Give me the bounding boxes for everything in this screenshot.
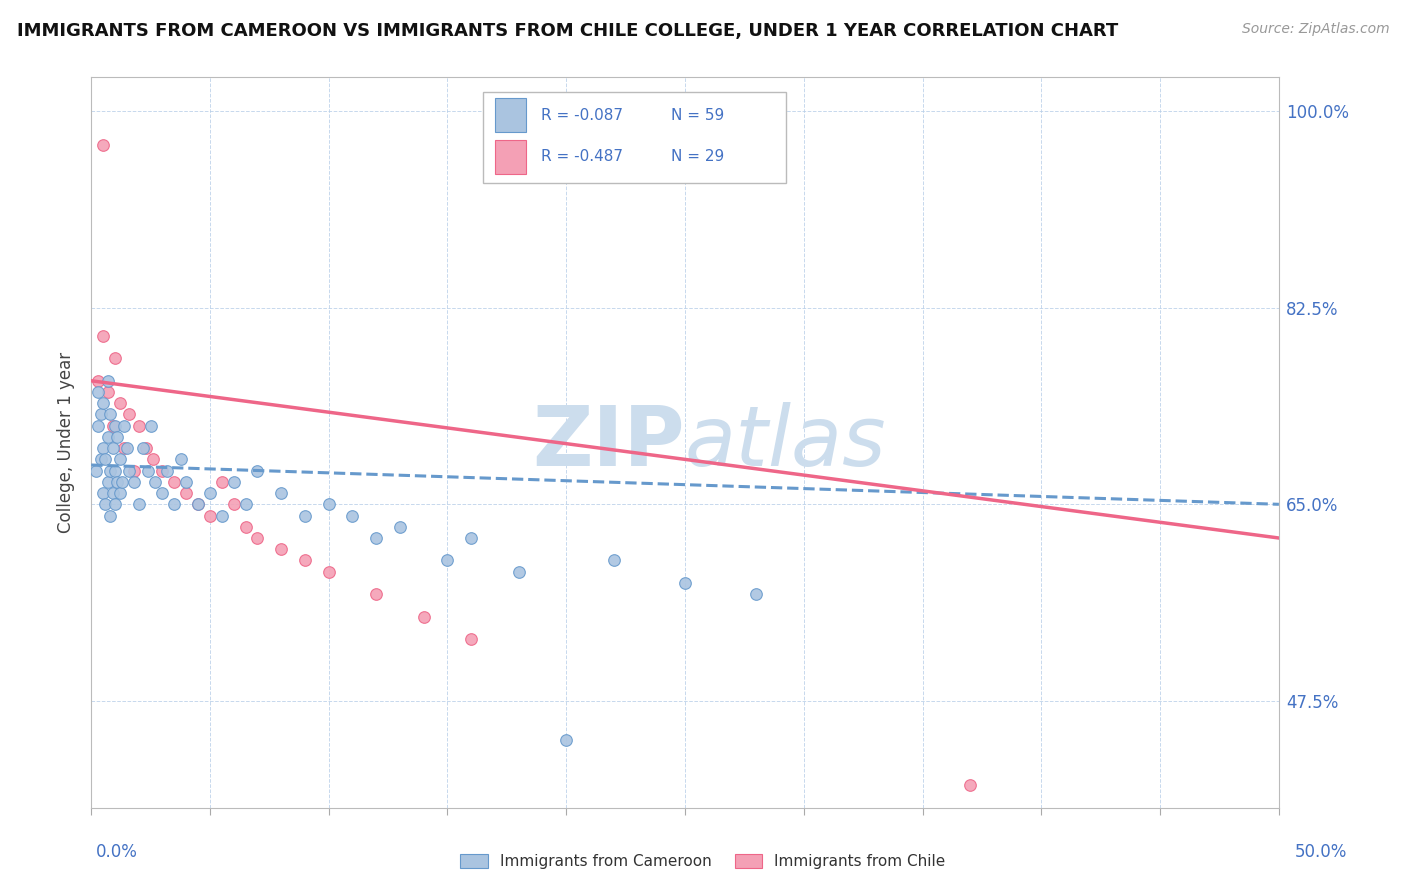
- Point: [104, 351, 127, 366]
- Point: [318, 565, 340, 579]
- Point: [342, 508, 364, 523]
- Text: 50.0%: 50.0%: [1295, 843, 1347, 861]
- Point: [91, 486, 114, 500]
- Legend: Immigrants from Cameroon, Immigrants from Chile: Immigrants from Cameroon, Immigrants fro…: [454, 847, 952, 875]
- Text: Source: ZipAtlas.com: Source: ZipAtlas.com: [1241, 22, 1389, 37]
- Point: [84, 464, 107, 478]
- Point: [388, 520, 411, 534]
- Point: [97, 430, 120, 444]
- Y-axis label: College, Under 1 year: College, Under 1 year: [58, 352, 75, 533]
- Point: [104, 497, 127, 511]
- Point: [270, 486, 292, 500]
- Point: [143, 475, 166, 489]
- Point: [108, 396, 131, 410]
- Point: [246, 464, 269, 478]
- Point: [104, 464, 127, 478]
- Point: [270, 542, 292, 557]
- Point: [745, 587, 768, 601]
- Point: [246, 531, 269, 545]
- Point: [163, 475, 186, 489]
- Point: [91, 396, 114, 410]
- Point: [91, 441, 114, 455]
- Point: [91, 328, 114, 343]
- Point: [139, 418, 162, 433]
- Point: [122, 475, 145, 489]
- Point: [101, 418, 124, 433]
- Point: [198, 486, 221, 500]
- Point: [87, 384, 110, 399]
- Point: [115, 441, 138, 455]
- Point: [318, 497, 340, 511]
- Point: [222, 497, 245, 511]
- Text: 0.0%: 0.0%: [96, 843, 138, 861]
- Point: [105, 475, 128, 489]
- Point: [90, 408, 112, 422]
- Point: [412, 609, 434, 624]
- Point: [366, 587, 388, 601]
- Point: [222, 475, 245, 489]
- Point: [111, 475, 134, 489]
- Point: [508, 565, 530, 579]
- Point: [101, 486, 124, 500]
- Point: [136, 464, 159, 478]
- Point: [366, 531, 388, 545]
- Text: IMMIGRANTS FROM CAMEROON VS IMMIGRANTS FROM CHILE COLLEGE, UNDER 1 YEAR CORRELAT: IMMIGRANTS FROM CAMEROON VS IMMIGRANTS F…: [17, 22, 1118, 40]
- Point: [90, 452, 112, 467]
- Point: [959, 778, 981, 792]
- Text: ZIP: ZIP: [533, 402, 685, 483]
- Point: [174, 475, 197, 489]
- Point: [122, 464, 145, 478]
- Point: [294, 508, 316, 523]
- Point: [135, 441, 157, 455]
- Point: [152, 486, 174, 500]
- Point: [460, 531, 482, 545]
- Point: [112, 418, 135, 433]
- Point: [87, 374, 110, 388]
- Point: [91, 137, 114, 152]
- Point: [555, 733, 578, 747]
- Point: [211, 475, 233, 489]
- Point: [673, 576, 696, 591]
- Point: [101, 441, 124, 455]
- Point: [198, 508, 221, 523]
- Point: [211, 508, 233, 523]
- Point: [170, 452, 193, 467]
- Point: [98, 508, 121, 523]
- Point: [105, 430, 128, 444]
- Point: [97, 475, 120, 489]
- Point: [603, 553, 626, 567]
- Text: atlas: atlas: [685, 402, 887, 483]
- Point: [128, 497, 150, 511]
- Point: [187, 497, 209, 511]
- Point: [108, 452, 131, 467]
- Point: [108, 486, 131, 500]
- Point: [156, 464, 179, 478]
- Point: [174, 486, 197, 500]
- Point: [118, 408, 141, 422]
- Point: [436, 553, 458, 567]
- Point: [163, 497, 186, 511]
- Point: [235, 520, 257, 534]
- Point: [97, 384, 120, 399]
- Point: [112, 441, 135, 455]
- Point: [94, 497, 117, 511]
- Point: [187, 497, 209, 511]
- Point: [98, 408, 121, 422]
- Point: [460, 632, 482, 646]
- Point: [142, 452, 165, 467]
- Point: [118, 464, 141, 478]
- Point: [104, 418, 127, 433]
- Point: [132, 441, 155, 455]
- Point: [97, 374, 120, 388]
- Point: [87, 418, 110, 433]
- Point: [235, 497, 257, 511]
- Point: [98, 464, 121, 478]
- Point: [94, 452, 117, 467]
- Point: [128, 418, 150, 433]
- Point: [152, 464, 174, 478]
- Point: [294, 553, 316, 567]
